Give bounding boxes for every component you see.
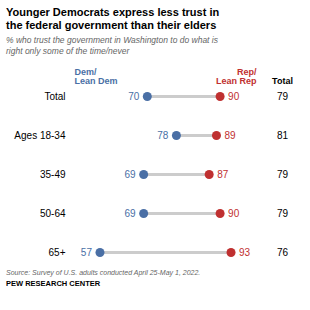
- svg-text:78: 78: [157, 129, 169, 140]
- svg-text:69: 69: [125, 207, 137, 218]
- svg-text:Dem/Lean Dem: Dem/Lean Dem: [75, 66, 118, 85]
- svg-text:81: 81: [277, 129, 289, 140]
- svg-text:79: 79: [277, 207, 289, 218]
- svg-text:57: 57: [81, 246, 93, 257]
- svg-text:87: 87: [217, 168, 229, 179]
- svg-text:89: 89: [224, 129, 236, 140]
- svg-text:Ages 18-34: Ages 18-34: [14, 129, 66, 140]
- html-text:Younger Democrats express less: Younger Democrats express less trust in …: [6, 6, 220, 32]
- svg-text:Rep/Lean Rep: Rep/Lean Rep: [216, 66, 257, 85]
- svg-text:69: 69: [125, 168, 137, 179]
- svg-text:79: 79: [277, 168, 289, 179]
- html-text:Source: Survey of U.S. adults: Source: Survey of U.S. adults conducted …: [6, 268, 201, 276]
- html-text:% who trust the government in: % who trust the government in Washington…: [6, 35, 218, 56]
- svg-text:79: 79: [277, 90, 289, 101]
- svg-text:Total: Total: [44, 90, 65, 101]
- svg-text:50-64: 50-64: [40, 207, 66, 218]
- svg-text:65+: 65+: [49, 246, 66, 257]
- svg-text:93: 93: [239, 246, 251, 257]
- html-text:PEW RESEARCH CENTER: PEW RESEARCH CENTER: [6, 278, 101, 288]
- svg-text:70: 70: [128, 90, 140, 101]
- svg-text:90: 90: [228, 207, 240, 218]
- svg-text:76: 76: [277, 246, 289, 257]
- svg-text:Total: Total: [272, 75, 293, 85]
- svg-text:35-49: 35-49: [40, 168, 66, 179]
- svg-text:90: 90: [228, 90, 240, 101]
